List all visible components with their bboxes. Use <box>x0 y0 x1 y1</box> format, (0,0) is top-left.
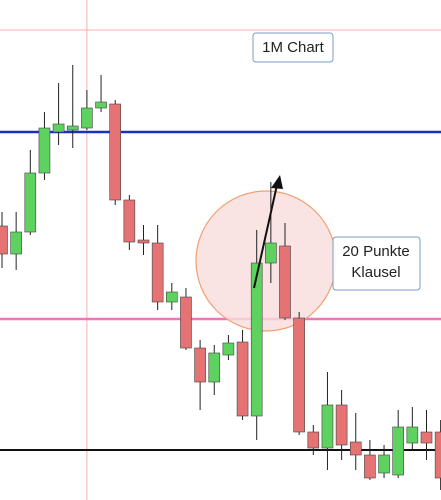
candle-body <box>151 242 164 303</box>
candle-body <box>208 352 221 383</box>
candle-body <box>137 239 150 244</box>
annotation-box <box>332 236 421 291</box>
candle-body <box>321 404 334 449</box>
candle-body <box>307 431 320 449</box>
candle-body <box>123 199 136 243</box>
candle-body <box>0 225 8 255</box>
candle-body <box>349 441 362 456</box>
candle-body <box>279 245 291 319</box>
candle-body <box>293 317 305 433</box>
candle-body <box>10 231 22 255</box>
annotation-box <box>252 32 334 63</box>
candle-body <box>236 341 249 417</box>
candle-body <box>38 127 51 174</box>
candle-body <box>194 347 206 383</box>
candle-body <box>66 125 79 131</box>
candle-body <box>81 107 93 129</box>
candle-body <box>222 342 235 356</box>
annotation: Klausel <box>351 264 400 281</box>
arrow-head <box>271 175 283 189</box>
candle-body <box>24 172 37 233</box>
candle-body <box>166 291 178 303</box>
candle-body <box>180 296 192 349</box>
candle-body <box>364 454 376 479</box>
annotation: 20 Punkte <box>342 243 410 260</box>
candle-body <box>392 426 405 476</box>
candle-body <box>265 242 277 264</box>
candle-body <box>434 431 441 479</box>
candle-body <box>406 426 419 444</box>
candle-body <box>420 431 433 444</box>
candle-body <box>109 103 121 201</box>
candle-body <box>52 123 65 133</box>
candle-body <box>378 454 390 474</box>
candle-body <box>95 101 107 109</box>
candles <box>0 65 441 490</box>
candle-body <box>335 404 348 446</box>
arrow <box>253 184 278 289</box>
annotation: 1M Chart <box>262 39 325 56</box>
candle-body <box>250 262 263 417</box>
